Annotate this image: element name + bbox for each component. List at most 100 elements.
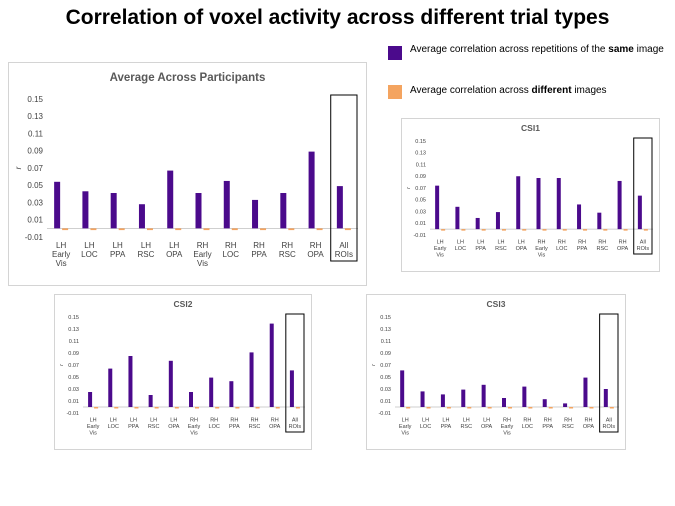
x-tick-label: Early <box>434 246 447 252</box>
bar-same <box>542 399 547 407</box>
bar-same <box>289 370 294 407</box>
x-tick-label: Vis <box>56 259 67 268</box>
y-tick-label: 0.05 <box>380 375 391 381</box>
bar-same <box>461 389 466 407</box>
highlight-box-all-rois <box>285 313 305 433</box>
bar-same <box>556 178 561 230</box>
bar-same <box>168 360 173 407</box>
y-tick-label: 0.01 <box>380 399 391 405</box>
x-tick-label: LH <box>402 418 409 424</box>
bar-different <box>501 229 506 231</box>
bar-same <box>280 193 287 229</box>
bar-different <box>235 407 240 409</box>
bar-same <box>88 392 93 407</box>
chart-title: Average Across Participants <box>110 72 266 84</box>
bar-same <box>577 204 582 230</box>
x-tick-label: LH <box>483 418 490 424</box>
x-tick-label: OPA <box>583 424 595 430</box>
chart-csi2-panel: CSI2 -0.01 0.01 0.03 0.05 0.07 0.09 0.11 0.13 0.1… <box>54 294 312 450</box>
x-tick-label: RH <box>558 240 566 246</box>
legend-swatch-same <box>388 46 402 60</box>
y-tick-label: 0.03 <box>380 387 391 393</box>
x-tick-label: PPA <box>542 424 553 430</box>
x-tick-label: LH <box>442 418 449 424</box>
x-tick-label: PPA <box>577 246 588 252</box>
bar-different <box>508 407 512 409</box>
bar-same <box>110 193 117 229</box>
x-tick-label: Early <box>399 424 412 430</box>
bar-different <box>528 407 533 409</box>
x-tick-label: LH <box>422 418 429 424</box>
x-tick-label: Vis <box>190 431 198 437</box>
y-tick-label: -0.01 <box>378 411 391 417</box>
bar-different <box>114 407 119 409</box>
y-tick-label: -0.01 <box>66 411 79 417</box>
bar-different <box>255 407 260 409</box>
bar-same <box>440 394 445 407</box>
x-tick-label: RH <box>503 418 511 424</box>
bar-different <box>174 407 179 409</box>
x-tick-label: OPA <box>516 246 528 252</box>
highlight-box-all-rois <box>330 94 358 262</box>
bar-same <box>54 181 61 229</box>
x-tick-label: RH <box>310 241 322 250</box>
bar-different <box>467 407 472 409</box>
y-tick-label: 0.01 <box>68 399 79 405</box>
bar-same <box>400 370 405 407</box>
x-tick-label: LH <box>150 418 157 424</box>
bar-same <box>189 392 193 407</box>
bar-different <box>461 229 466 231</box>
x-tick-label: OPA <box>166 250 183 259</box>
bar-different <box>90 228 97 231</box>
x-tick-label: RH <box>210 418 218 424</box>
y-tick-label: 0.11 <box>381 339 391 345</box>
x-tick-label: ROIs <box>603 424 616 430</box>
bar-different <box>406 407 411 409</box>
chart-svg: CSI1 -0.01 0.01 0.03 0.05 0.07 0.09 0.11 0.13 0.1… <box>406 123 653 259</box>
bar-same <box>167 170 174 229</box>
bar-same <box>522 386 527 407</box>
x-tick-label: LOC <box>108 424 119 430</box>
x-tick-label: Vis <box>436 253 444 259</box>
chart-average-panel: Average Across Participants -0.01 0.01 0.03… <box>8 62 367 286</box>
bar-same <box>269 323 274 407</box>
chart-title: CSI1 <box>521 123 540 133</box>
x-tick-label: RH <box>598 240 606 246</box>
y-tick-label: 0.09 <box>68 351 79 357</box>
y-tick-label: 0.11 <box>28 129 44 138</box>
x-tick-label: LOC <box>455 246 466 252</box>
bar-different <box>426 407 431 409</box>
x-tick-label: Early <box>193 250 211 259</box>
x-tick-label: OPA <box>168 424 180 430</box>
y-tick-label: 0.11 <box>416 162 426 168</box>
x-tick-label: Early <box>52 250 70 259</box>
x-tick-label: OPA <box>481 424 493 430</box>
x-tick-label: PPA <box>229 424 240 430</box>
bar-same <box>249 352 254 407</box>
bar-different <box>589 407 594 409</box>
bar-different <box>542 229 547 231</box>
y-tick-label: 0.03 <box>415 209 426 215</box>
bar-different <box>583 229 588 231</box>
x-tick-label: LOC <box>556 246 567 252</box>
y-tick-label: 0.13 <box>415 151 426 157</box>
y-tick-label: 0.01 <box>27 216 43 225</box>
y-tick-label: 0.13 <box>68 327 79 333</box>
y-tick-label: 0.09 <box>27 147 43 156</box>
bar-same <box>495 212 500 230</box>
bar-different <box>231 228 238 231</box>
bar-different <box>548 407 553 409</box>
bar-different <box>522 229 527 231</box>
y-tick-label: 0.03 <box>27 198 43 207</box>
bar-different <box>146 228 153 231</box>
x-tick-label: RH <box>584 418 592 424</box>
bar-same <box>455 206 460 230</box>
y-tick-label: 0.01 <box>415 221 426 227</box>
y-tick-label: 0.07 <box>68 363 79 369</box>
x-tick-label: Vis <box>89 431 97 437</box>
x-tick-label: Early <box>535 246 548 252</box>
y-tick-label: 0.09 <box>415 174 426 180</box>
x-tick-label: RSC <box>460 424 472 430</box>
x-tick-label: RSC <box>148 424 160 430</box>
bar-different <box>609 407 614 409</box>
